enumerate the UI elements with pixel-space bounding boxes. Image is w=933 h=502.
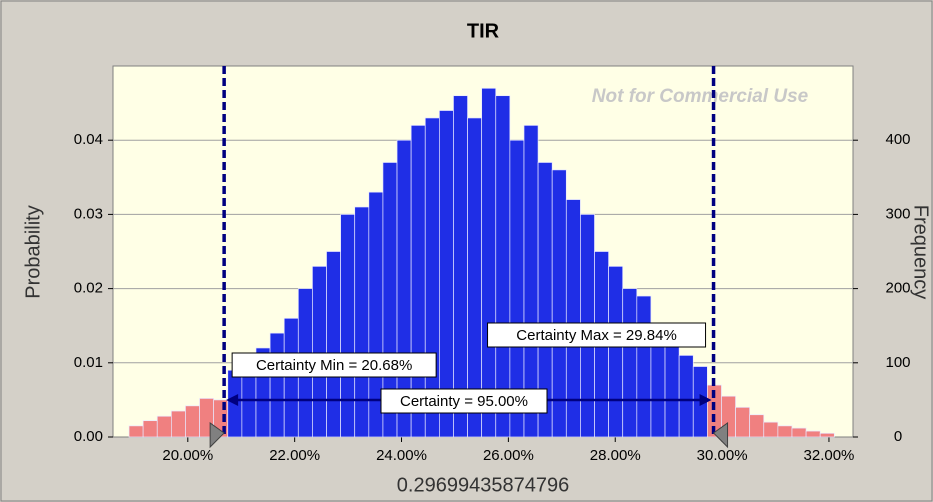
bar xyxy=(481,87,497,438)
bar xyxy=(735,406,751,438)
x-tick-label: 28.00% xyxy=(590,447,641,464)
bar xyxy=(156,415,172,438)
y-tick-label: 0.02 xyxy=(74,280,103,297)
bar xyxy=(565,199,581,438)
x-tick-label: 32.00% xyxy=(804,447,855,464)
certainty-label: Certainty = 95.00% xyxy=(400,393,528,410)
y2-tick-label: 300 xyxy=(885,205,910,222)
x-tick-label: 22.00% xyxy=(269,447,320,464)
bar xyxy=(763,421,779,438)
bar xyxy=(453,95,468,438)
y-tick-label: 0.01 xyxy=(74,354,103,371)
bar xyxy=(326,251,341,438)
bar xyxy=(749,414,765,438)
bar xyxy=(805,430,821,438)
y-tick-label: 0.00 xyxy=(74,428,103,445)
arrow-head xyxy=(699,394,712,406)
certainty-grabber xyxy=(209,422,225,449)
bar xyxy=(664,340,680,438)
certainty-label-box xyxy=(380,388,548,414)
bar xyxy=(551,169,567,438)
certainty-max-label: Certainty Max = 29.84% xyxy=(516,327,677,344)
bar xyxy=(354,206,370,438)
bar xyxy=(777,425,793,438)
y2-tick-label: 0 xyxy=(894,428,902,445)
certainty-min-label: Certainty Min = 20.68% xyxy=(256,357,412,374)
y-tick-label: 0.03 xyxy=(74,205,103,222)
y-axis-label: Probability xyxy=(22,205,44,298)
bar xyxy=(438,110,454,438)
y2-tick-label: 100 xyxy=(885,354,910,371)
bar xyxy=(269,332,285,438)
certainty-min-label-box xyxy=(231,352,437,378)
certainty-grabber xyxy=(712,422,729,449)
bar xyxy=(185,405,200,438)
y2-tick-label: 400 xyxy=(885,131,910,148)
bar xyxy=(283,317,299,438)
x-axis-label: 0.29699435874796 xyxy=(397,474,569,496)
bar xyxy=(340,214,356,438)
y2-axis-label: Frequency xyxy=(910,205,932,300)
x-tick-label: 30.00% xyxy=(697,447,748,464)
bar xyxy=(622,288,638,438)
y2-tick-label: 200 xyxy=(885,280,910,297)
x-tick-label: 24.00% xyxy=(376,447,427,464)
bar xyxy=(678,355,694,438)
bar xyxy=(495,95,511,438)
bar xyxy=(791,427,807,438)
arrow-head xyxy=(226,394,239,406)
bar xyxy=(312,265,327,438)
bar xyxy=(819,432,835,438)
certainty-max-label-box xyxy=(487,322,707,348)
watermark: Not for Commercial Use xyxy=(592,86,809,107)
bar xyxy=(170,410,186,438)
x-tick-label: 26.00% xyxy=(483,447,534,464)
bar xyxy=(142,420,158,438)
chart-title: TIR xyxy=(467,20,500,42)
bar xyxy=(128,425,144,438)
bar xyxy=(608,265,624,438)
bar xyxy=(636,295,652,438)
x-tick-label: 20.00% xyxy=(162,447,213,464)
y-tick-label: 0.04 xyxy=(74,131,103,148)
